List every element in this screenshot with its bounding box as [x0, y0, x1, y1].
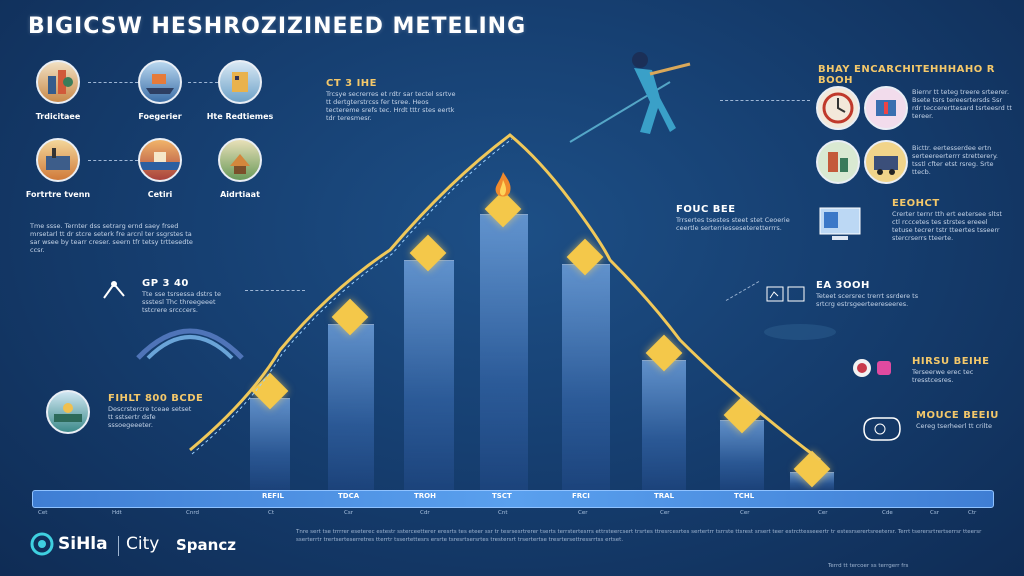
footer-small-text: Terrd tt tercoer ss terrgerr frs	[828, 563, 909, 569]
timeline-sub: Csr	[344, 510, 353, 516]
circle-label: Cetiri	[147, 190, 173, 199]
tools-icon	[816, 140, 860, 184]
timeline-label: FRCI	[572, 492, 590, 500]
right-item-text: Bicttr. eertesserdee ertn serteereerterr…	[912, 144, 998, 176]
flame-icon	[492, 170, 514, 198]
circle-label: Hte Redtiemes	[206, 112, 274, 121]
timeline-sub: Cdr	[420, 510, 430, 516]
circle-label: Trdicitaee	[35, 112, 81, 121]
timeline-label: REFIL	[262, 492, 285, 500]
timeline-sub: Cer	[660, 510, 670, 516]
city-icon	[36, 60, 80, 104]
bar-column	[562, 264, 610, 491]
timeline-sub: Ctr	[968, 510, 977, 516]
timeline-label: TSCT	[492, 492, 512, 500]
right-header: BHAY ENCARCHITEHHHAHO R BOOH	[818, 64, 995, 86]
timeline-sub: Cer	[818, 510, 828, 516]
building-icon	[218, 60, 262, 104]
timeline-label: TROH	[414, 492, 436, 500]
logo-city: City	[126, 534, 160, 554]
center-text: Trrsertes tsestes steet stet Ceoerie cee…	[676, 216, 790, 232]
bar-column	[250, 398, 290, 491]
timeline-bar	[32, 490, 994, 508]
factory-icon	[36, 138, 80, 182]
cloud-decoration	[760, 318, 840, 342]
left-paragraph: Tme ssse. Ternter dss setrarg ernd saey …	[30, 222, 193, 254]
logo-divider	[118, 536, 119, 556]
bar-column	[480, 214, 528, 491]
right-item-text: Biernr tt teteg treere srteerer. Bsete t…	[912, 88, 1012, 120]
timeline-sub: Ct	[268, 510, 274, 516]
timeline-label: TRAL	[654, 492, 675, 500]
divider	[188, 82, 218, 83]
timeline-sub: Cer	[578, 510, 588, 516]
timeline-sub: Hdt	[112, 510, 122, 516]
pin-icon	[100, 278, 130, 304]
circle-label: Aidrtiaat	[220, 190, 260, 199]
island-icon	[46, 390, 90, 434]
rainbow-arc	[130, 310, 250, 360]
left-low-text: Descrstercre tceae setset tt sstsertr ds…	[108, 405, 192, 429]
connector-line	[245, 290, 305, 291]
divider	[88, 160, 138, 161]
connector-line	[720, 100, 810, 101]
badge-icon	[876, 360, 892, 376]
clock-icon	[816, 86, 860, 130]
machine-icon	[864, 140, 908, 184]
right-item-title: HIRSU BEIHE	[912, 356, 990, 367]
village-icon	[218, 138, 262, 182]
timeline-label: TCHL	[734, 492, 755, 500]
ship-icon	[138, 60, 182, 104]
bar-column	[404, 260, 454, 491]
circle-label: Fortrtre tvenn	[25, 190, 91, 199]
medical-icon	[864, 86, 908, 130]
right-item-text: Teteet scersrec trerrt ssrdere ts srtcrg…	[816, 292, 919, 308]
logo-brand: Spancz	[176, 536, 236, 554]
bar-column	[328, 324, 374, 491]
logo-name: SiHla	[58, 534, 108, 554]
left-mid-title: GP 3 40	[142, 278, 189, 289]
divider	[88, 82, 138, 83]
center-tag: FOUC BEE	[676, 204, 736, 215]
trend-curve	[180, 120, 860, 480]
right-item-text: Terseerwe erec tec tresstcesres.	[912, 368, 974, 384]
right-item-text: Cereg tserheerl tt crilte	[916, 422, 992, 430]
right-item-title: MOUCE BEEIU	[916, 410, 999, 421]
right-item-text: Crerter ternr tth ert eetersee sltst ctl…	[892, 210, 1002, 242]
computer-icon	[818, 204, 862, 244]
left-mid-text: Tte sse tsrsessa dstrs te ssstesl Thc th…	[142, 290, 221, 314]
circle-grid: Trdicitaee Foegerier Hte Redtiemes Fortr…	[26, 60, 278, 210]
timeline-sub: Cnrd	[186, 510, 199, 516]
chart-icon	[766, 286, 808, 304]
flying-figure-icon	[560, 42, 710, 152]
timeline-sub: Cer	[740, 510, 750, 516]
left-low-title: FIHLT 800 BCDE	[108, 393, 204, 404]
top-mid-text: Trcsye secrerres et rdtr sar tectel ssrt…	[326, 90, 456, 122]
top-mid-title: CT 3 IHE	[326, 78, 378, 89]
globe-icon	[852, 358, 872, 378]
timeline-sub: Cde	[882, 510, 893, 516]
timeline-sub: Cet	[38, 510, 48, 516]
logo-icon	[30, 532, 54, 556]
harbor-icon	[138, 138, 182, 182]
gear-icon	[858, 414, 904, 444]
circle-label: Foegerier	[138, 112, 182, 121]
footer-text: Tnre sert tse trrrrer eseterec estestr s…	[296, 529, 982, 543]
timeline-sub: Csr	[930, 510, 939, 516]
right-item-title: EA 3OOH	[816, 280, 870, 291]
right-item-title: EEOHCT	[892, 198, 940, 209]
page-title: BIGICSW HESHROZIZINEED METELING	[28, 14, 527, 39]
timeline-label: TDCA	[338, 492, 360, 500]
timeline-sub: Cnt	[498, 510, 508, 516]
